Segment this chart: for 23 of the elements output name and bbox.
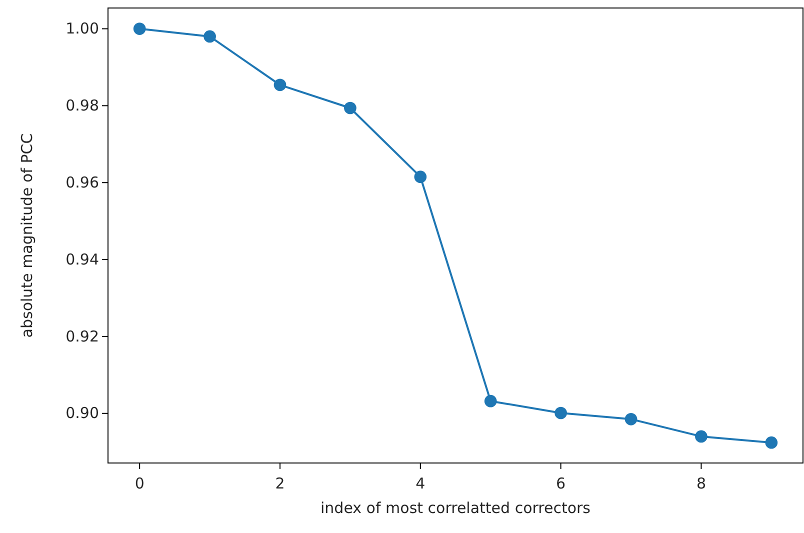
- y-tick-label: 0.98: [66, 96, 99, 114]
- point: [204, 30, 216, 43]
- x-tick-label: 8: [696, 474, 706, 492]
- x-axis-title: index of most correlatted correctors: [320, 499, 591, 517]
- point: [765, 436, 778, 449]
- point: [554, 406, 567, 420]
- y-axis-title: absolute magnitude of PCC: [18, 133, 36, 338]
- y-tick-label: 1.00: [66, 20, 99, 38]
- point: [624, 412, 638, 426]
- x-tick-label: 2: [275, 474, 285, 492]
- point: [344, 102, 356, 114]
- x-tick-label: 6: [556, 474, 566, 492]
- point: [484, 394, 497, 408]
- y-tick-label: 0.92: [66, 327, 99, 346]
- point: [695, 430, 708, 443]
- point: [274, 78, 286, 92]
- y-tick-label: 0.90: [66, 404, 99, 422]
- point: [414, 170, 427, 184]
- x-tick-label: 0: [134, 474, 144, 492]
- x-tick-label: 4: [416, 474, 426, 492]
- point: [133, 22, 146, 35]
- y-tick-label: 0.96: [66, 173, 99, 192]
- y-tick-label: 0.94: [66, 250, 99, 268]
